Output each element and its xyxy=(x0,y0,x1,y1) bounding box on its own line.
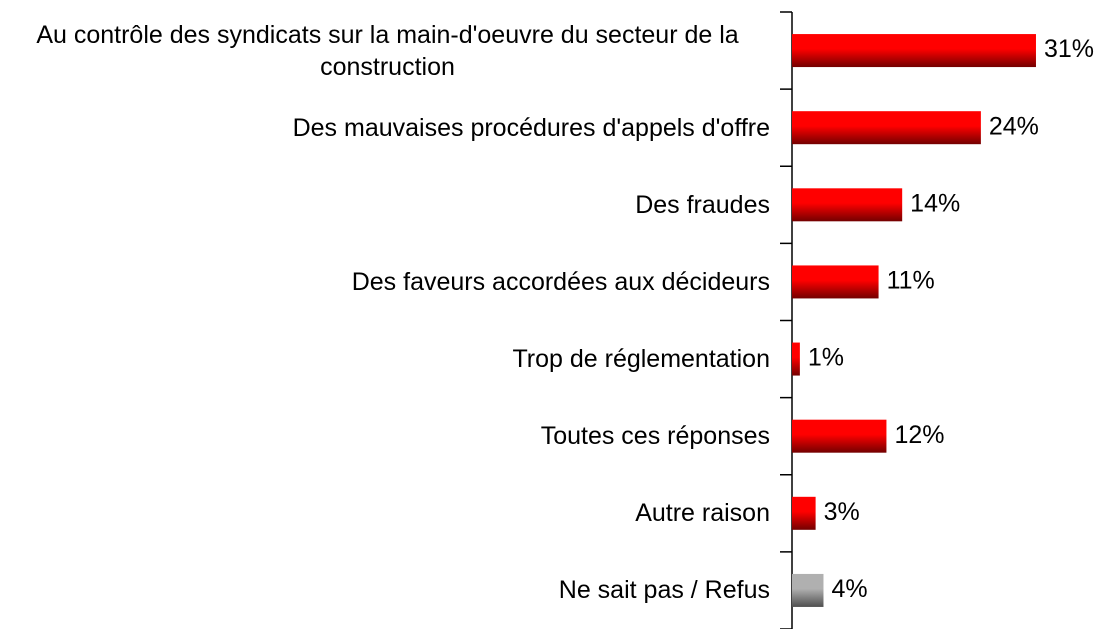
category-label: Des mauvaises procédures d'appels d'offr… xyxy=(292,113,770,142)
category-label: Des faveurs accordées aux décideurs xyxy=(351,267,770,296)
value-label: 11% xyxy=(887,267,935,295)
value-label: 14% xyxy=(910,189,960,217)
category-label: Des fraudes xyxy=(635,190,770,219)
value-label: 24% xyxy=(989,112,1039,140)
category-label: Autre raison xyxy=(635,499,770,528)
bar xyxy=(792,573,824,607)
category-label: Trop de réglementation xyxy=(512,345,770,374)
value-label: 1% xyxy=(808,344,844,372)
category-label: Ne sait pas / Refus xyxy=(558,576,770,605)
value-label: 31% xyxy=(1044,35,1094,63)
value-label: 3% xyxy=(824,498,860,526)
category-label: Au contrôle des syndicats sur la main-d'… xyxy=(36,20,739,81)
bar xyxy=(792,34,1036,68)
bar xyxy=(792,419,887,453)
bar xyxy=(792,342,800,376)
value-label: 4% xyxy=(831,575,867,603)
bar xyxy=(792,496,816,530)
bar xyxy=(792,111,981,145)
category-label: Toutes ces réponses xyxy=(540,422,770,451)
bar xyxy=(792,188,903,222)
bar xyxy=(792,265,879,299)
value-label: 12% xyxy=(894,421,944,449)
